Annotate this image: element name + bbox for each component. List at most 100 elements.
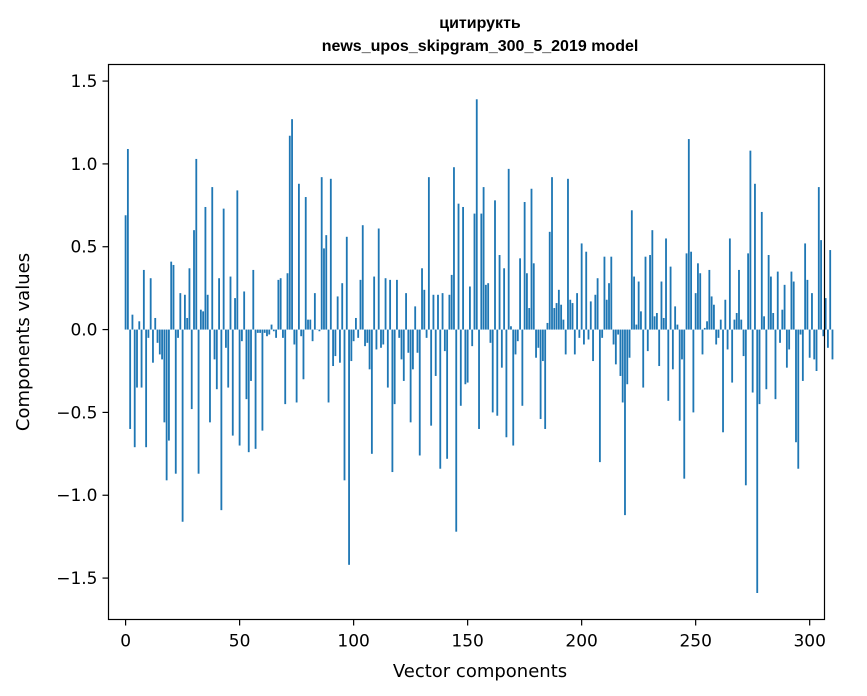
bar: [494, 200, 496, 330]
bar: [227, 329, 230, 388]
bar: [275, 329, 278, 338]
bar: [259, 329, 262, 333]
bar: [676, 324, 679, 330]
bar: [530, 188, 533, 330]
y-tick-label: −1.0: [56, 486, 97, 506]
bar: [414, 306, 417, 330]
bar: [133, 329, 136, 448]
bar: [781, 309, 784, 330]
bar: [339, 329, 341, 363]
bar: [423, 289, 426, 330]
bar: [199, 309, 202, 330]
bar: [728, 238, 731, 330]
bar: [589, 301, 592, 330]
bar: [788, 329, 791, 350]
bar: [345, 236, 348, 330]
bar: [407, 329, 410, 353]
bar: [653, 316, 656, 330]
bar: [779, 329, 781, 343]
bar: [505, 329, 508, 438]
bar: [471, 329, 474, 347]
x-tick-label: 200: [565, 632, 597, 652]
bar: [393, 329, 396, 405]
bar: [288, 135, 291, 330]
bar: [646, 329, 649, 352]
bar: [147, 329, 150, 338]
bar: [744, 329, 747, 486]
bar: [719, 319, 722, 330]
bar: [357, 329, 360, 338]
bar: [384, 278, 387, 330]
bar: [152, 329, 154, 363]
bar: [772, 313, 775, 330]
bar: [617, 329, 620, 335]
bar: [649, 255, 651, 330]
chart-title-line2: news_upos_skipgram_300_5_2019 model: [322, 38, 639, 55]
bar: [671, 329, 674, 370]
bar: [218, 278, 220, 330]
bar: [179, 293, 182, 330]
bar: [710, 296, 713, 330]
bar: [500, 329, 503, 368]
bar: [163, 329, 166, 423]
bar: [619, 329, 622, 376]
bar: [229, 276, 232, 330]
bar: [573, 329, 576, 355]
bar: [683, 329, 686, 479]
bar: [516, 329, 519, 342]
bar: [557, 289, 560, 330]
x-ticks: 0 50 100 150 200 250 300: [120, 619, 826, 652]
bar: [439, 329, 442, 469]
bar: [432, 294, 435, 330]
bar: [459, 329, 462, 406]
bar: [309, 319, 312, 330]
bar: [193, 230, 195, 330]
bar: [482, 187, 485, 330]
bar: [507, 168, 510, 330]
bar: [687, 139, 690, 330]
bar: [610, 256, 613, 330]
bar: [795, 329, 797, 443]
bar: [551, 177, 553, 330]
bar: [386, 329, 389, 388]
bar: [799, 329, 802, 335]
bar: [763, 316, 765, 330]
bar: [341, 283, 344, 330]
bar: [697, 263, 699, 330]
bar: [583, 329, 585, 345]
bar: [327, 329, 330, 403]
bar: [181, 329, 184, 522]
bar: [756, 329, 759, 593]
bar: [343, 329, 346, 481]
bar: [783, 284, 786, 330]
bar: [792, 281, 795, 330]
bar: [735, 313, 738, 330]
bar: [541, 329, 544, 362]
bar: [416, 329, 419, 353]
bar: [473, 213, 476, 330]
bar: [409, 329, 412, 423]
bar: [817, 187, 820, 330]
bar: [519, 258, 521, 330]
bar: [801, 329, 804, 381]
bar: [405, 293, 407, 330]
bar: [131, 314, 134, 330]
bar: [350, 329, 353, 362]
bar: [776, 271, 779, 330]
bar: [475, 99, 478, 330]
bar: [824, 298, 827, 330]
bar: [206, 294, 209, 330]
bar: [240, 329, 243, 342]
bar: [211, 187, 214, 330]
bar: [334, 329, 337, 357]
bar: [489, 329, 492, 343]
bar: [186, 317, 189, 330]
bar: [537, 329, 540, 348]
bar: [749, 150, 752, 330]
bar: [699, 273, 702, 330]
bar: [466, 329, 469, 383]
bar: [154, 317, 157, 330]
bar: [332, 329, 335, 367]
bar: [234, 298, 236, 330]
bars-group: [124, 99, 834, 593]
